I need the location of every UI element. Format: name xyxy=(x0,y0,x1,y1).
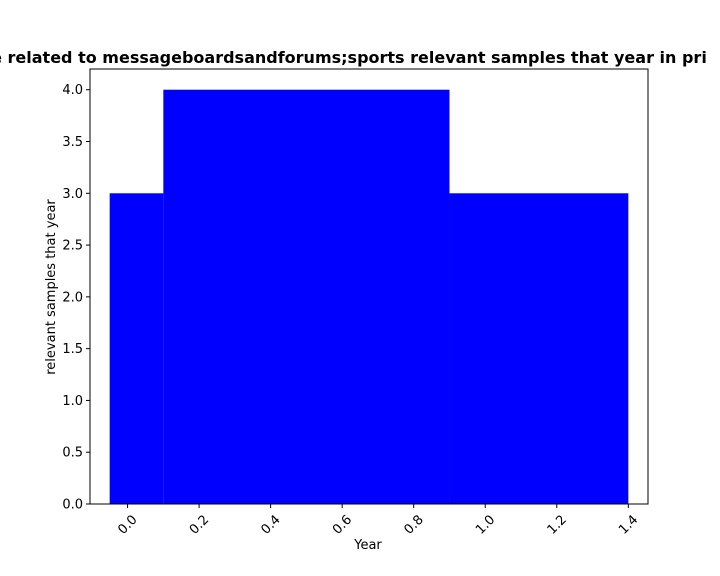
x-tick-label: 0.6 xyxy=(330,512,355,537)
plot-frame xyxy=(89,68,649,505)
x-tick-label: 1.2 xyxy=(545,512,570,537)
y-tick-label: 3.5 xyxy=(62,135,83,150)
y-tick-label: 1.5 xyxy=(62,342,83,357)
y-tick-label: 4.0 xyxy=(62,83,83,98)
y-tick-label: 2.5 xyxy=(62,239,83,254)
x-tick-label: 0.2 xyxy=(187,512,212,537)
x-tick-label: 1.4 xyxy=(616,512,641,537)
y-tick-label: 0.0 xyxy=(62,498,83,513)
bar-1 xyxy=(163,89,450,504)
y-axis-label: relevant samples that year xyxy=(44,199,59,375)
x-tick-label: 0.8 xyxy=(402,512,427,537)
x-axis: 0.0 0.2 0.4 0.6 0.8 1.0 1.2 1.4 xyxy=(115,504,641,538)
y-tick-label: 2.0 xyxy=(62,290,83,305)
x-tick-label: 0.0 xyxy=(115,512,140,537)
bar-0 xyxy=(109,193,164,505)
y-tick-label: 3.0 xyxy=(62,187,83,202)
bars-group xyxy=(109,89,629,505)
x-tick-label: 1.0 xyxy=(473,512,498,537)
chart-title: re related to messageboardsandforums;spo… xyxy=(0,48,707,67)
y-axis: 0.0 0.5 1.0 1.5 2.0 2.5 3.0 3.5 4.0 xyxy=(62,83,90,513)
y-tick-label: 1.0 xyxy=(62,394,83,409)
y-tick-label: 0.5 xyxy=(62,446,83,461)
bar-2 xyxy=(449,193,629,505)
x-axis-label: Year xyxy=(353,538,382,553)
x-tick-label: 0.4 xyxy=(258,512,283,537)
